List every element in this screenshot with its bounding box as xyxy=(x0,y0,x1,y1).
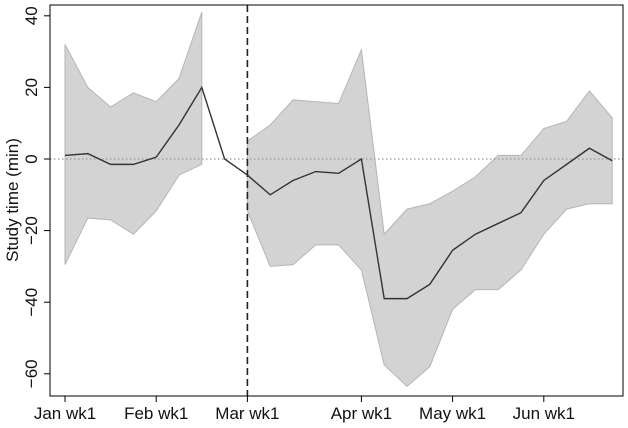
x-tick-label: Mar wk1 xyxy=(215,404,279,423)
estimate-line xyxy=(64,85,613,300)
y-tick-label: 20 xyxy=(22,78,41,97)
confidence-band-2 xyxy=(246,47,613,388)
y-tick-label: −40 xyxy=(22,288,41,317)
plot-frame xyxy=(49,4,624,397)
x-tick-label: Jun wk1 xyxy=(513,404,575,423)
x-tick-label: May wk1 xyxy=(419,404,486,423)
x-tick-label: Feb wk1 xyxy=(124,404,188,423)
y-tick-label: 0 xyxy=(22,154,41,163)
y-tick-label: 40 xyxy=(22,6,41,25)
confidence-band-layer xyxy=(64,12,613,388)
y-tick-label: −20 xyxy=(22,216,41,245)
y-axis-title: Study time (min) xyxy=(3,138,22,262)
y-tick-label: −60 xyxy=(22,359,41,388)
series-line-layer xyxy=(64,85,613,300)
x-tick-label: Apr wk1 xyxy=(331,404,392,423)
confidence-band-1 xyxy=(64,12,203,265)
x-tick-label: Jan wk1 xyxy=(34,404,96,423)
axes: 40 20 0 −20 −40 −60 Jan wk1 Feb wk1 Mar wk1 Apr w… xyxy=(22,4,624,423)
